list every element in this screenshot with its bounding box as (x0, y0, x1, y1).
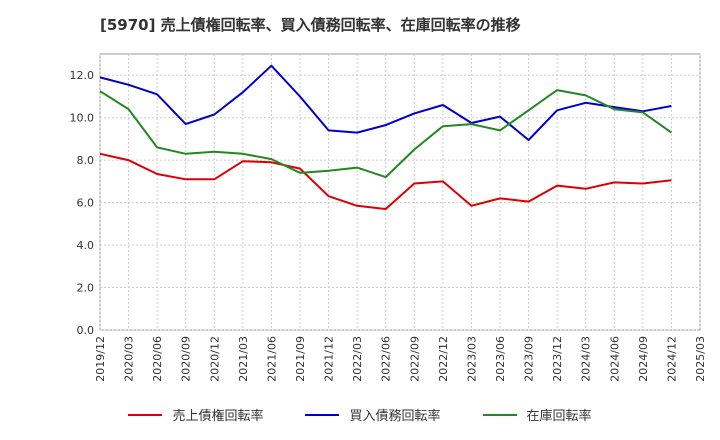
x-tick-label: 2020/09 (180, 336, 193, 382)
x-tick-labels: 2019/12 2020/03 2020/06 2020/09 2020/12 2021/… (94, 336, 707, 382)
plot-frame (99, 53, 701, 331)
legend-item: 在庫回転率 (482, 405, 592, 424)
x-tick-label: 2020/12 (208, 336, 221, 382)
grid-y (100, 74, 700, 331)
legend-label: 買入債務回転率 (349, 409, 441, 424)
y-tick-label: 0.0 (77, 324, 95, 337)
y-tick-label: 12.0 (70, 69, 95, 82)
x-tick-label: 2024/03 (580, 336, 593, 382)
grid-x (99, 54, 701, 330)
x-tick-label: 2023/06 (494, 336, 507, 382)
legend-label: 在庫回転率 (526, 409, 592, 424)
legend: 売上債権回転率 買入債務回転率 在庫回転率 (0, 405, 720, 424)
x-tick-label: 2022/12 (437, 336, 450, 382)
chart-title: [5970] 売上債権回転率、買入債務回転率、在庫回転率の推移 (100, 16, 521, 34)
x-tick-label: 2022/03 (351, 336, 364, 382)
x-tick-label: 2021/12 (323, 336, 336, 382)
series-line-2 (99, 89, 672, 179)
x-tick-label: 2023/12 (551, 336, 564, 382)
y-tick-label: 8.0 (77, 154, 95, 167)
x-tick-label: 2025/03 (694, 336, 707, 382)
x-tick-label: 2024/09 (637, 336, 650, 382)
legend-item: 売上債権回転率 (128, 405, 263, 424)
y-tick-label: 6.0 (77, 197, 95, 210)
x-tick-label: 2023/09 (523, 336, 536, 382)
x-tick-label: 2023/03 (465, 336, 478, 382)
y-tick-label: 2.0 (77, 282, 95, 295)
series-line-1 (99, 64, 672, 141)
x-tick-label: 2019/12 (94, 336, 107, 382)
series-line-0 (99, 152, 672, 210)
y-tick-label: 4.0 (77, 239, 95, 252)
legend-swatch (482, 413, 517, 416)
legend-item: 買入債務回転率 (305, 405, 441, 424)
x-tick-label: 2020/06 (151, 336, 164, 382)
legend-swatch (305, 413, 340, 416)
y-tick-labels: 0.0 2.0 4.0 6.0 8.0 10.0 12.0 (70, 69, 95, 337)
x-tick-label: 2022/06 (380, 336, 393, 382)
y-tick-label: 10.0 (70, 112, 95, 125)
x-tick-label: 2021/06 (265, 336, 278, 382)
x-tick-label: 2024/06 (608, 336, 621, 382)
x-tick-label: 2024/12 (665, 336, 678, 382)
x-tick-label: 2021/09 (294, 336, 307, 382)
x-tick-label: 2021/03 (237, 336, 250, 382)
x-tick-label: 2022/09 (408, 336, 421, 382)
series-layer (99, 64, 672, 210)
x-tick-label: 2020/03 (123, 336, 136, 382)
legend-label: 売上債権回転率 (172, 409, 264, 424)
legend-swatch (128, 413, 163, 416)
